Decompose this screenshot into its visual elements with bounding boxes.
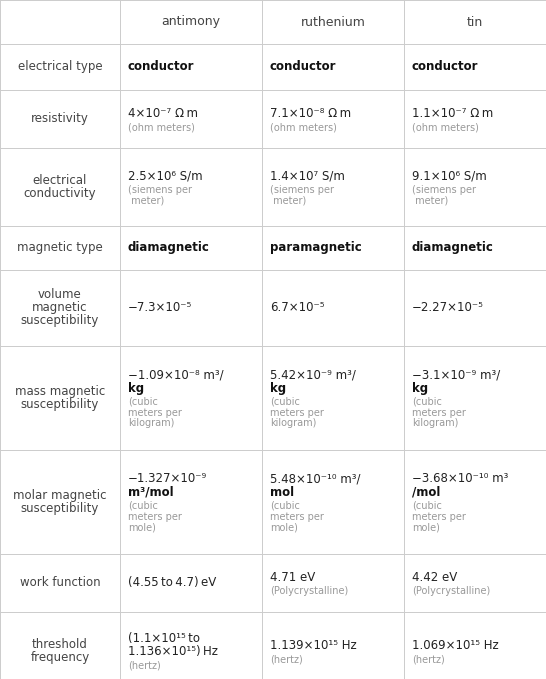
Text: /mol: /mol bbox=[412, 485, 441, 498]
Text: 1.4×10⁷ S/m: 1.4×10⁷ S/m bbox=[270, 170, 345, 183]
Text: 1.136×10¹⁵) Hz: 1.136×10¹⁵) Hz bbox=[128, 646, 218, 659]
Text: 1.139×10¹⁵ Hz: 1.139×10¹⁵ Hz bbox=[270, 639, 357, 652]
Text: (Polycrystalline): (Polycrystalline) bbox=[270, 586, 348, 596]
Text: (4.55 to 4.7) eV: (4.55 to 4.7) eV bbox=[128, 576, 216, 589]
Text: meter): meter) bbox=[412, 196, 448, 206]
Text: ruthenium: ruthenium bbox=[300, 16, 365, 29]
Text: (hertz): (hertz) bbox=[412, 654, 445, 664]
Text: 5.42×10⁻⁹ m³/: 5.42×10⁻⁹ m³/ bbox=[270, 369, 356, 382]
Text: kg: kg bbox=[412, 382, 428, 394]
Text: −1.09×10⁻⁸ m³/: −1.09×10⁻⁸ m³/ bbox=[128, 369, 224, 382]
Text: meters per: meters per bbox=[412, 407, 466, 418]
Text: electrical type: electrical type bbox=[17, 60, 102, 73]
Text: diamagnetic: diamagnetic bbox=[412, 241, 494, 255]
Text: work function: work function bbox=[20, 576, 100, 589]
Text: diamagnetic: diamagnetic bbox=[128, 241, 210, 255]
Text: 4.71 eV: 4.71 eV bbox=[270, 571, 315, 584]
Text: magnetic type: magnetic type bbox=[17, 241, 103, 255]
Text: conductor: conductor bbox=[128, 60, 194, 73]
Text: (cubic: (cubic bbox=[270, 501, 300, 511]
Text: mole): mole) bbox=[412, 522, 440, 532]
Text: −1.327×10⁻⁹: −1.327×10⁻⁹ bbox=[128, 473, 207, 485]
Text: (cubic: (cubic bbox=[270, 397, 300, 407]
Text: 6.7×10⁻⁵: 6.7×10⁻⁵ bbox=[270, 301, 324, 314]
Text: conductivity: conductivity bbox=[23, 187, 96, 200]
Text: (1.1×10¹⁵ to: (1.1×10¹⁵ to bbox=[128, 632, 200, 645]
Text: molar magnetic: molar magnetic bbox=[13, 489, 107, 502]
Text: (hertz): (hertz) bbox=[128, 661, 161, 671]
Text: (ohm meters): (ohm meters) bbox=[412, 122, 479, 132]
Text: mole): mole) bbox=[128, 522, 156, 532]
Text: 1.069×10¹⁵ Hz: 1.069×10¹⁵ Hz bbox=[412, 639, 498, 652]
Text: resistivity: resistivity bbox=[31, 112, 89, 126]
Text: m³/mol: m³/mol bbox=[128, 485, 174, 498]
Text: conductor: conductor bbox=[270, 60, 336, 73]
Text: meter): meter) bbox=[270, 196, 306, 206]
Text: −7.3×10⁻⁵: −7.3×10⁻⁵ bbox=[128, 301, 192, 314]
Text: 4×10⁻⁷ Ω m: 4×10⁻⁷ Ω m bbox=[128, 107, 198, 120]
Text: paramagnetic: paramagnetic bbox=[270, 241, 362, 255]
Text: −3.68×10⁻¹⁰ m³: −3.68×10⁻¹⁰ m³ bbox=[412, 473, 508, 485]
Text: susceptibility: susceptibility bbox=[21, 502, 99, 515]
Text: (cubic: (cubic bbox=[412, 501, 442, 511]
Text: (siemens per: (siemens per bbox=[412, 185, 476, 195]
Text: 4.42 eV: 4.42 eV bbox=[412, 571, 457, 584]
Text: tin: tin bbox=[467, 16, 483, 29]
Text: frequency: frequency bbox=[31, 651, 90, 664]
Text: kg: kg bbox=[128, 382, 144, 394]
Text: electrical: electrical bbox=[33, 174, 87, 187]
Text: volume: volume bbox=[38, 288, 82, 301]
Text: magnetic: magnetic bbox=[32, 301, 88, 314]
Text: (cubic: (cubic bbox=[128, 501, 158, 511]
Text: (cubic: (cubic bbox=[412, 397, 442, 407]
Text: susceptibility: susceptibility bbox=[21, 314, 99, 327]
Text: meter): meter) bbox=[128, 196, 164, 206]
Text: (ohm meters): (ohm meters) bbox=[128, 122, 195, 132]
Text: 7.1×10⁻⁸ Ω m: 7.1×10⁻⁸ Ω m bbox=[270, 107, 351, 120]
Text: 2.5×10⁶ S/m: 2.5×10⁶ S/m bbox=[128, 170, 203, 183]
Text: kilogram): kilogram) bbox=[270, 418, 316, 428]
Text: conductor: conductor bbox=[412, 60, 478, 73]
Text: antimony: antimony bbox=[162, 16, 221, 29]
Text: mole): mole) bbox=[270, 522, 298, 532]
Text: meters per: meters per bbox=[412, 512, 466, 521]
Text: meters per: meters per bbox=[128, 512, 182, 521]
Text: mol: mol bbox=[270, 485, 294, 498]
Text: meters per: meters per bbox=[128, 407, 182, 418]
Text: (ohm meters): (ohm meters) bbox=[270, 122, 337, 132]
Text: kilogram): kilogram) bbox=[128, 418, 174, 428]
Text: mass magnetic: mass magnetic bbox=[15, 385, 105, 398]
Text: meters per: meters per bbox=[270, 512, 324, 521]
Text: kg: kg bbox=[270, 382, 286, 394]
Text: (siemens per: (siemens per bbox=[128, 185, 192, 195]
Text: kilogram): kilogram) bbox=[412, 418, 459, 428]
Text: −3.1×10⁻⁹ m³/: −3.1×10⁻⁹ m³/ bbox=[412, 369, 500, 382]
Text: susceptibility: susceptibility bbox=[21, 398, 99, 411]
Text: (cubic: (cubic bbox=[128, 397, 158, 407]
Text: 9.1×10⁶ S/m: 9.1×10⁶ S/m bbox=[412, 170, 486, 183]
Text: (hertz): (hertz) bbox=[270, 654, 302, 664]
Text: (Polycrystalline): (Polycrystalline) bbox=[412, 586, 490, 596]
Text: −2.27×10⁻⁵: −2.27×10⁻⁵ bbox=[412, 301, 484, 314]
Text: 5.48×10⁻¹⁰ m³/: 5.48×10⁻¹⁰ m³/ bbox=[270, 473, 360, 485]
Text: meters per: meters per bbox=[270, 407, 324, 418]
Text: 1.1×10⁻⁷ Ω m: 1.1×10⁻⁷ Ω m bbox=[412, 107, 493, 120]
Text: (siemens per: (siemens per bbox=[270, 185, 334, 195]
Text: threshold: threshold bbox=[32, 638, 88, 650]
